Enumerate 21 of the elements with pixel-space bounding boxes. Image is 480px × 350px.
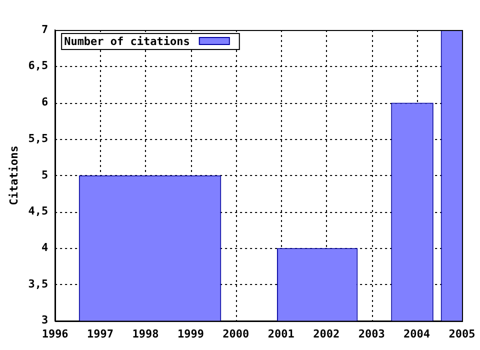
y-tick-label: 6 — [41, 96, 48, 109]
x-tick-label: 1998 — [132, 327, 159, 340]
x-tick-label: 1996 — [42, 327, 69, 340]
y-axis-title: Citations — [7, 146, 20, 206]
y-tick-label: 3 — [41, 314, 48, 327]
x-tick-label: 2002 — [313, 327, 340, 340]
x-tick-label: 2001 — [268, 327, 295, 340]
y-tick-label: 4 — [41, 240, 48, 254]
x-tick-label: 2004 — [404, 327, 430, 340]
x-tick-label: 2005 — [448, 327, 476, 340]
x-tick-label: 1997 — [87, 327, 114, 340]
y-tick-label: 7 — [41, 22, 48, 36]
y-tick-label: 5,5 — [28, 132, 48, 145]
x-tick-label: 2000 — [222, 327, 250, 340]
x-tick-label: 1999 — [177, 327, 204, 340]
y-tick-label: 4,5 — [28, 204, 48, 218]
y-tick-label: 5 — [41, 168, 48, 182]
y-tick-label: 6,5 — [28, 59, 48, 72]
y-tick-label: 3,5 — [28, 277, 48, 290]
legend-label: Number of citations — [64, 34, 190, 48]
x-tick-label: 2003 — [358, 327, 385, 340]
